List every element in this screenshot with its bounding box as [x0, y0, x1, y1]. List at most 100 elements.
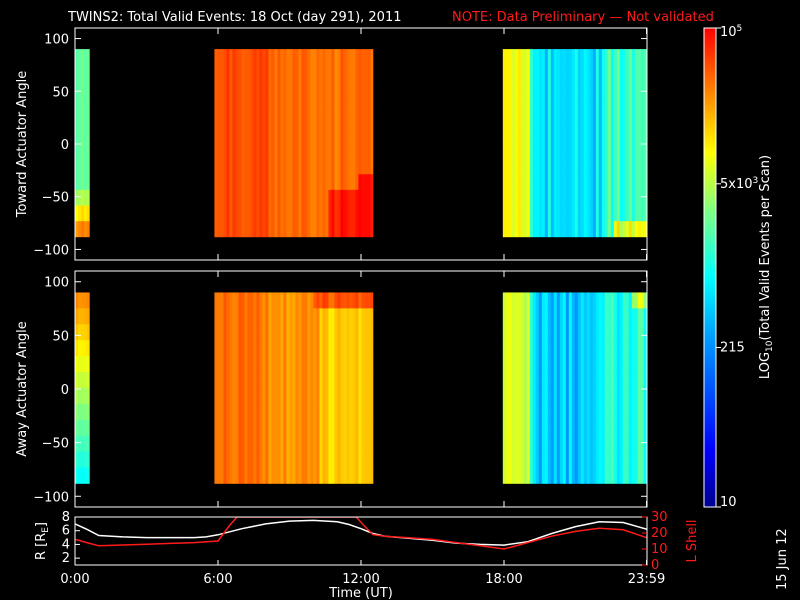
- colorbar-tick-label: 5x103: [720, 176, 758, 192]
- heatmap-cell: [355, 111, 359, 128]
- heatmap-cell: [571, 221, 576, 238]
- heatmap-cell: [538, 387, 543, 405]
- heatmap-cell: [259, 127, 263, 144]
- heatmap-cell: [607, 387, 612, 405]
- heatmap-cell: [586, 419, 591, 437]
- heatmap-cell: [274, 356, 278, 373]
- heatmap-cell: [358, 308, 362, 325]
- heatmap-cell: [313, 49, 317, 66]
- heatmap-cell: [637, 372, 642, 389]
- heatmap-cell: [289, 451, 293, 468]
- ytick-label: 100: [44, 276, 69, 291]
- heatmap-cell: [631, 308, 636, 325]
- heatmap-cell: [78, 403, 82, 421]
- heatmap-cell: [87, 127, 90, 144]
- heatmap-cell: [220, 205, 224, 222]
- heatmap-cell: [238, 403, 242, 421]
- heatmap-cell: [325, 111, 329, 128]
- heatmap-cell: [598, 292, 603, 309]
- heatmap-cell: [571, 49, 576, 66]
- heatmap-cell: [289, 403, 293, 421]
- heatmap-cell: [595, 174, 600, 191]
- heatmap-cell: [550, 127, 555, 144]
- ytick-label-left: 8: [62, 510, 70, 525]
- heatmap-cell: [289, 292, 293, 309]
- heatmap-cell: [229, 174, 233, 191]
- heatmap-cell: [78, 221, 82, 238]
- heatmap-cell: [604, 467, 609, 484]
- heatmap-cell: [277, 111, 281, 128]
- heatmap-cell: [310, 49, 314, 66]
- heatmap-cell: [343, 340, 347, 357]
- heatmap-cell: [286, 419, 290, 437]
- heatmap-cell: [526, 451, 531, 468]
- heatmap-cell: [250, 189, 254, 206]
- heatmap-cell: [247, 324, 251, 341]
- heatmap-cell: [238, 111, 242, 128]
- heatmap-cell: [313, 174, 317, 191]
- heatmap-cell: [361, 127, 365, 144]
- heatmap-cell: [361, 142, 365, 159]
- heatmap-cell: [604, 49, 609, 66]
- heatmap-cell: [586, 96, 591, 113]
- heatmap-cell: [370, 205, 374, 222]
- heatmap-cell: [610, 403, 615, 421]
- heatmap-cell: [520, 111, 525, 128]
- heatmap-cell: [529, 174, 534, 191]
- heatmap-cell: [556, 158, 561, 175]
- heatmap-cell: [502, 158, 507, 175]
- heatmap-cell: [367, 80, 371, 97]
- heatmap-cell: [508, 435, 513, 452]
- heatmap-cell: [604, 340, 609, 357]
- heatmap-cell: [238, 205, 242, 222]
- heatmap-cell: [532, 387, 537, 405]
- heatmap-cell: [610, 189, 615, 206]
- heatmap-cell: [274, 435, 278, 452]
- heatmap-cell: [304, 189, 308, 206]
- heatmap-cell: [313, 205, 317, 222]
- heatmap-cell: [550, 158, 555, 175]
- heatmap-cell: [292, 308, 296, 325]
- heatmap-cell: [619, 142, 624, 159]
- heatmap-cell: [328, 174, 332, 191]
- heatmap-cell: [520, 96, 525, 113]
- heatmap-cell: [511, 189, 516, 206]
- heatmap-cell: [637, 292, 642, 309]
- heatmap-cell: [541, 111, 546, 128]
- heatmap-cell: [325, 435, 329, 452]
- heatmap-cell: [274, 387, 278, 405]
- heatmap-cell: [613, 189, 618, 206]
- heatmap-cell: [613, 221, 618, 238]
- heatmap-cell: [574, 221, 579, 238]
- heatmap-cell: [78, 387, 82, 405]
- heatmap-cell: [214, 96, 218, 113]
- heatmap-cell: [78, 419, 82, 437]
- heatmap-cell: [502, 221, 507, 238]
- heatmap-cell: [577, 340, 582, 357]
- heatmap-cell: [325, 467, 329, 484]
- heatmap-cell: [502, 205, 507, 222]
- heatmap-cell: [559, 142, 564, 159]
- heatmap-cell: [622, 174, 627, 191]
- heatmap-cell: [310, 221, 314, 238]
- heatmap-cell: [301, 387, 305, 405]
- heatmap-cell: [265, 111, 269, 128]
- heatmap-cell: [517, 292, 522, 309]
- heatmap-cell: [292, 96, 296, 113]
- heatmap-cell: [517, 96, 522, 113]
- heatmap-cell: [343, 205, 347, 222]
- heatmap-cell: [562, 174, 567, 191]
- heatmap-cell: [604, 158, 609, 175]
- heatmap-cell: [568, 189, 573, 206]
- heatmap-cell: [313, 435, 317, 452]
- heatmap-cell: [235, 127, 239, 144]
- heatmap-cell: [217, 127, 221, 144]
- heatmap-cell: [562, 451, 567, 468]
- colorbar-tick-label: 10: [720, 495, 737, 510]
- heatmap-cell: [81, 387, 85, 405]
- heatmap-cell: [607, 324, 612, 341]
- heatmap-cell: [619, 205, 624, 222]
- heatmap-cell: [343, 221, 347, 238]
- heatmap-cell: [550, 467, 555, 484]
